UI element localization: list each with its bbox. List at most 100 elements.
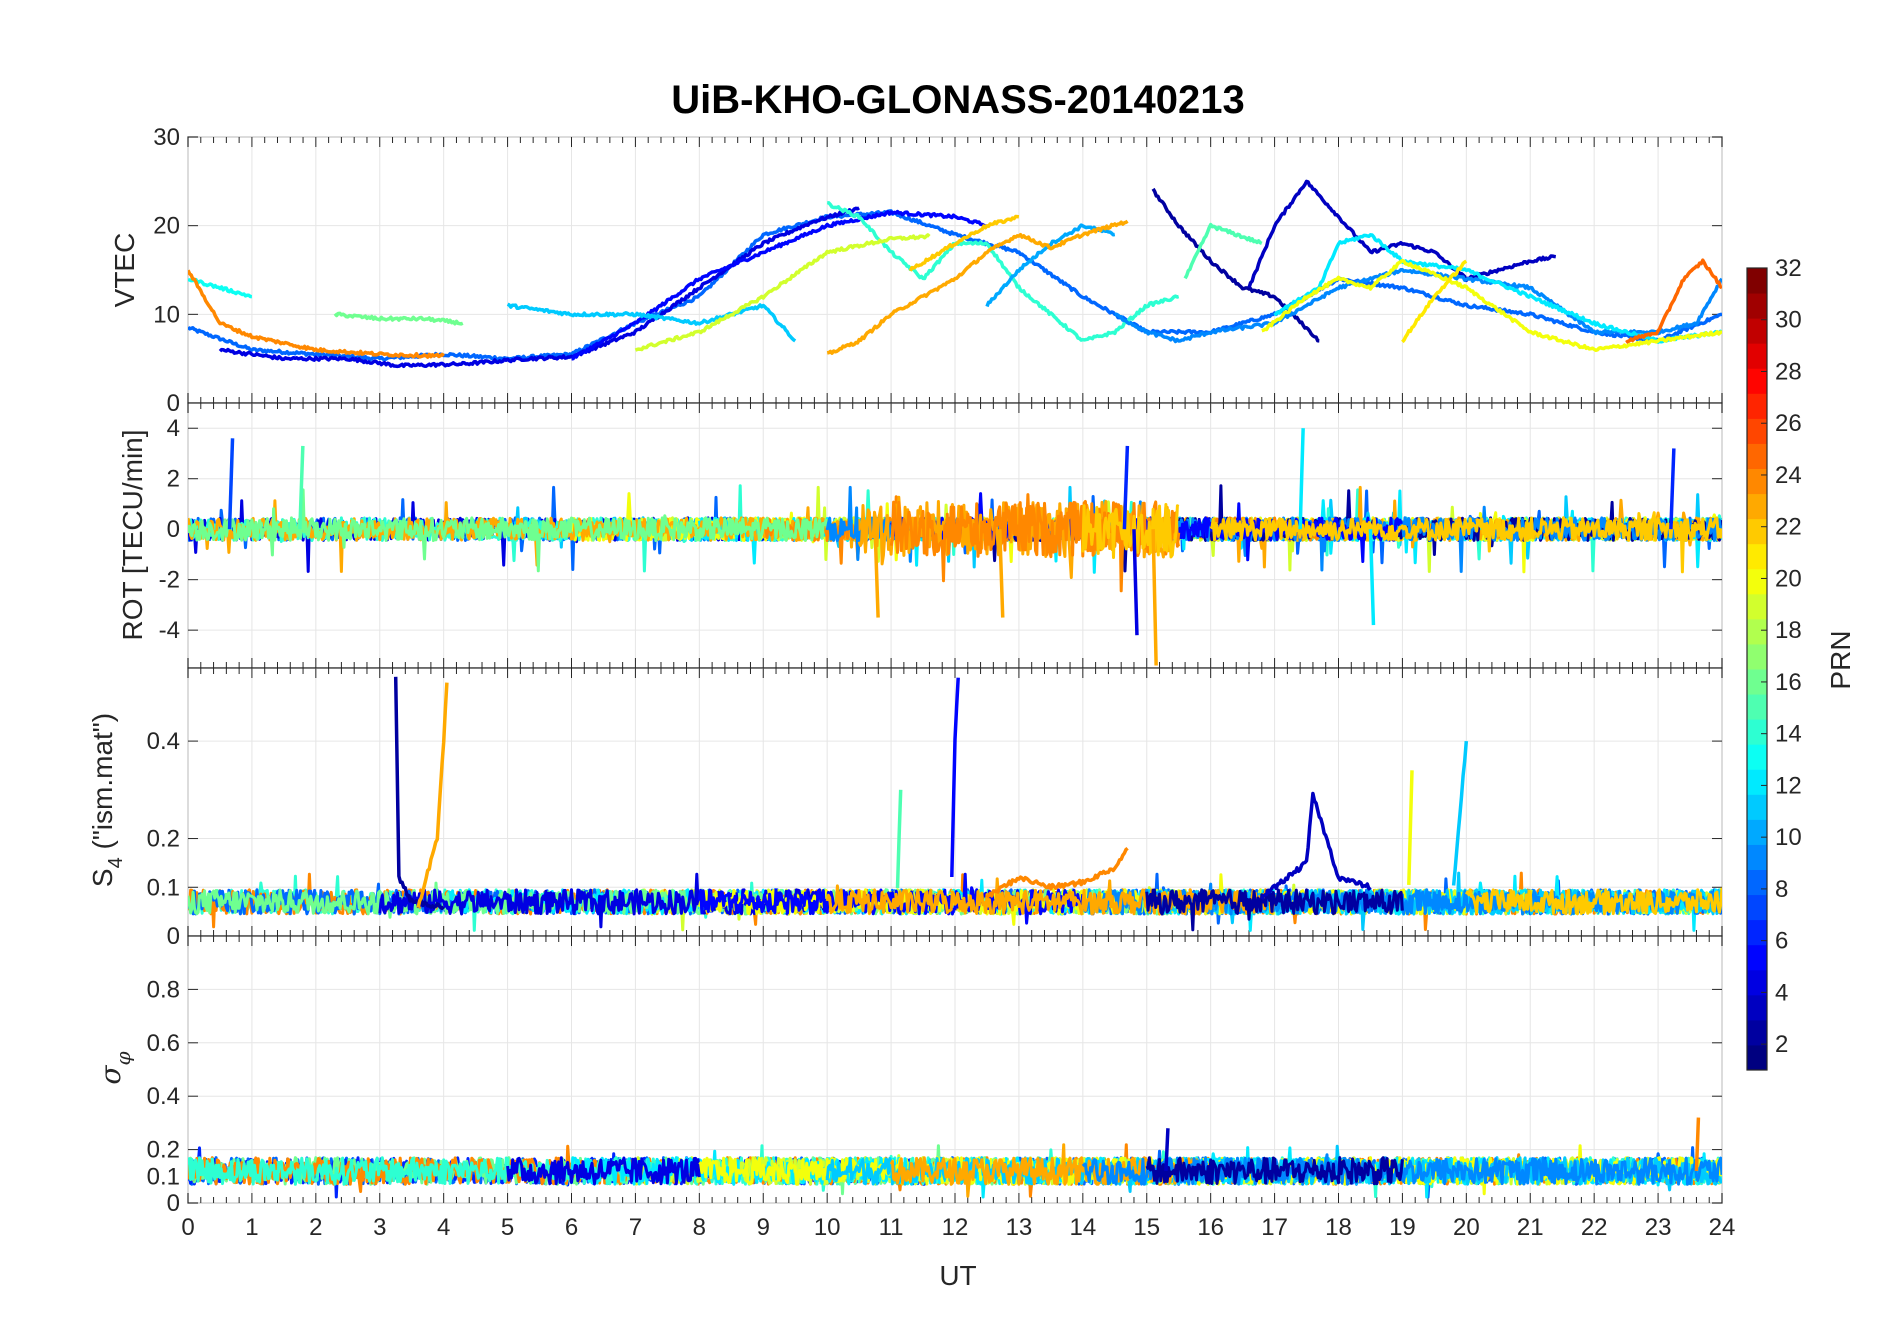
series-line-prn-2 bbox=[1145, 1156, 1404, 1186]
series-line-prn-5 bbox=[571, 209, 988, 361]
y-tick-label: 0.4 bbox=[147, 1083, 180, 1110]
x-tick-label: 24 bbox=[1709, 1214, 1736, 1241]
x-tick-label: 19 bbox=[1389, 1214, 1416, 1241]
x-tick-label: 22 bbox=[1581, 1214, 1608, 1241]
series-line-prn-24 bbox=[188, 269, 445, 359]
colorbar-swatch bbox=[1747, 769, 1767, 795]
x-tick-label: 3 bbox=[373, 1214, 386, 1241]
colorbar-tick-label: 12 bbox=[1775, 772, 1802, 799]
y-tick-label: 0.6 bbox=[147, 1030, 180, 1057]
colorbar-swatch bbox=[1747, 869, 1767, 896]
x-tick-label: 2 bbox=[309, 1214, 322, 1241]
x-tick-label: 8 bbox=[693, 1214, 706, 1241]
rot-spike bbox=[1122, 445, 1130, 530]
colorbar-tick-label: 24 bbox=[1775, 462, 1802, 489]
rot-spike bbox=[1151, 529, 1158, 666]
series-line-prn-10 bbox=[985, 223, 1116, 308]
colorbar-swatch bbox=[1747, 719, 1767, 745]
colorbar-tick-label: 10 bbox=[1775, 824, 1802, 851]
colorbar-swatch bbox=[1747, 1044, 1767, 1071]
plot-area bbox=[188, 179, 1722, 369]
colorbar-swatch bbox=[1747, 418, 1767, 444]
plot-area bbox=[188, 428, 1722, 666]
plot-panels: 0102030-4-202400.10.20.400.10.20.40.60.8… bbox=[87, 124, 1735, 1241]
colorbar-swatch bbox=[1747, 568, 1767, 595]
colorbar-swatch bbox=[1747, 994, 1767, 1021]
y-tick-label: 0.2 bbox=[147, 1137, 180, 1164]
x-tick-label: 14 bbox=[1069, 1214, 1096, 1241]
colorbar-swatch bbox=[1747, 618, 1767, 645]
series-line-prn-14 bbox=[826, 200, 1180, 342]
sigma-peak bbox=[1694, 1117, 1701, 1172]
colorbar-swatch bbox=[1747, 593, 1767, 620]
x-tick-label: 21 bbox=[1517, 1214, 1544, 1241]
series-line-prn-11 bbox=[1451, 740, 1469, 886]
panel-s4: 0 0.1 0.2 0.4 bbox=[147, 667, 1723, 950]
x-tick-label: 6 bbox=[565, 1214, 578, 1241]
series-line-prn-9 bbox=[1081, 1153, 1722, 1186]
series-line-prn-12 bbox=[1273, 233, 1722, 344]
colorbar-tick-label: 2 bbox=[1775, 1031, 1788, 1058]
series-line-prn-16 bbox=[188, 488, 829, 573]
colorbar-label: PRN bbox=[1825, 630, 1856, 689]
x-tick-label: 0 bbox=[181, 1214, 194, 1241]
colorbar-tick-label: 28 bbox=[1775, 358, 1802, 385]
rot-ylabel: ROT [TECU/min] bbox=[117, 429, 148, 640]
series-line-prn-2 bbox=[1145, 888, 1404, 932]
colorbar-swatch bbox=[1747, 443, 1767, 469]
x-tick-label: 9 bbox=[757, 1214, 770, 1241]
series-line-prn-25 bbox=[1625, 258, 1722, 344]
x-tick-label: 1 bbox=[245, 1214, 258, 1241]
y-tick-label: 0.2 bbox=[147, 826, 180, 853]
panel-rot: -4 -2 0 2 4 bbox=[159, 402, 1723, 669]
colorbar-swatch bbox=[1747, 643, 1767, 670]
series-line-prn-19 bbox=[634, 233, 931, 352]
x-tick-label: 10 bbox=[814, 1214, 841, 1241]
sigma-phi-ylabel: σφ bbox=[94, 1051, 135, 1084]
colorbar-tick-label: 30 bbox=[1775, 307, 1802, 334]
colorbar-tick-label: 4 bbox=[1775, 979, 1788, 1006]
series-line-prn-23 bbox=[826, 219, 1129, 355]
series-line-prn-3 bbox=[1260, 791, 1372, 901]
y-tick-label: 0.8 bbox=[147, 976, 180, 1003]
y-tick-label: -2 bbox=[159, 567, 180, 594]
figure-title: UiB-KHO-GLONASS-20140213 bbox=[671, 78, 1245, 122]
colorbar-swatch bbox=[1747, 293, 1767, 319]
y-tick-label: 0.1 bbox=[147, 874, 180, 901]
series-line-prn-3 bbox=[1247, 179, 1557, 289]
series-line-prn-23 bbox=[416, 682, 449, 908]
y-tick-label: 10 bbox=[153, 301, 180, 328]
y-tick-label: 4 bbox=[167, 415, 180, 442]
rot-spike bbox=[227, 438, 235, 530]
series-line-prn-22 bbox=[1464, 887, 1722, 916]
colorbar-swatch bbox=[1747, 343, 1767, 369]
y-tick-label: 0.1 bbox=[147, 1163, 180, 1190]
colorbar-swatch bbox=[1747, 368, 1767, 394]
series-line-prn-11 bbox=[506, 302, 797, 343]
series-line-prn-15 bbox=[1183, 222, 1263, 280]
colorbar-swatch bbox=[1747, 268, 1767, 294]
x-tick-label: 13 bbox=[1006, 1214, 1033, 1241]
x-axis-label: UT bbox=[939, 1260, 976, 1291]
rot-spike bbox=[298, 445, 305, 530]
y-tick-label: 30 bbox=[153, 124, 180, 151]
x-tick-label: 18 bbox=[1325, 1214, 1352, 1241]
colorbar-swatch bbox=[1747, 694, 1767, 720]
rot-spike bbox=[1368, 529, 1376, 626]
panel-sigma_phi: 00.10.20.40.60.80 1 2 3 4 5 6 7 8 9 10 11 12 13 14 15 16… bbox=[147, 935, 1736, 1241]
colorbar-tick-label: 26 bbox=[1775, 410, 1802, 437]
colorbar-tick-label: 18 bbox=[1775, 617, 1802, 644]
colorbar-swatch bbox=[1747, 468, 1767, 495]
plot-area bbox=[188, 1117, 1722, 1199]
colorbar-swatch bbox=[1747, 894, 1767, 921]
colorbar-swatch bbox=[1747, 794, 1767, 820]
colorbar-swatch bbox=[1747, 944, 1767, 971]
colorbar-tick-label: 14 bbox=[1775, 721, 1802, 748]
x-tick-label: 23 bbox=[1645, 1214, 1672, 1241]
y-tick-label: 20 bbox=[153, 213, 180, 240]
colorbar-swatch bbox=[1747, 669, 1767, 695]
x-tick-label: 4 bbox=[437, 1214, 450, 1241]
colorbar-tick-label: 16 bbox=[1775, 669, 1802, 696]
colorbar-frame bbox=[1746, 267, 1768, 1071]
